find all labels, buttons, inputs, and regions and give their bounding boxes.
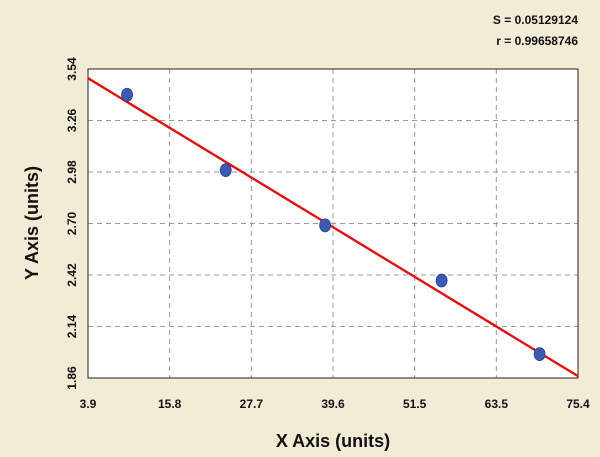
x-tick-label: 39.6 xyxy=(321,397,345,411)
data-point xyxy=(121,87,133,102)
data-point xyxy=(319,218,332,233)
y-tick-label: 2.14 xyxy=(65,314,79,338)
data-point xyxy=(219,163,232,178)
y-tick-label: 2.98 xyxy=(65,160,79,184)
data-point xyxy=(533,347,546,361)
regression-line xyxy=(87,77,579,378)
plot-border xyxy=(87,68,579,379)
y-tick-label: 3.54 xyxy=(65,57,79,81)
x-tick-label: 27.7 xyxy=(240,397,264,411)
y-tick-label: 2.42 xyxy=(65,263,79,287)
stat-s: S = 0.05129124 xyxy=(493,13,578,27)
data-points xyxy=(121,87,546,361)
x-axis-title: X Axis (units) xyxy=(276,431,390,451)
x-tick-label: 51.5 xyxy=(403,397,427,411)
x-axis-ticks: 3.9 15.8 27.7 39.6 51.5 63.5 75.4 xyxy=(80,397,590,411)
stat-r: r = 0.99658746 xyxy=(496,34,578,48)
x-tick-label: 15.8 xyxy=(158,397,182,411)
data-point xyxy=(435,273,448,288)
x-tick-label: 63.5 xyxy=(485,397,509,411)
y-tick-label: 1.86 xyxy=(65,366,79,390)
y-axis-ticks: 1.86 2.14 2.42 2.70 2.98 3.26 3.54 xyxy=(65,57,79,390)
y-axis-title: Y Axis (units) xyxy=(22,166,42,280)
x-tick-label: 75.4 xyxy=(566,397,590,411)
y-tick-label: 2.70 xyxy=(65,211,79,235)
y-tick-label: 3.26 xyxy=(65,108,79,132)
x-tick-label: 3.9 xyxy=(80,397,97,411)
